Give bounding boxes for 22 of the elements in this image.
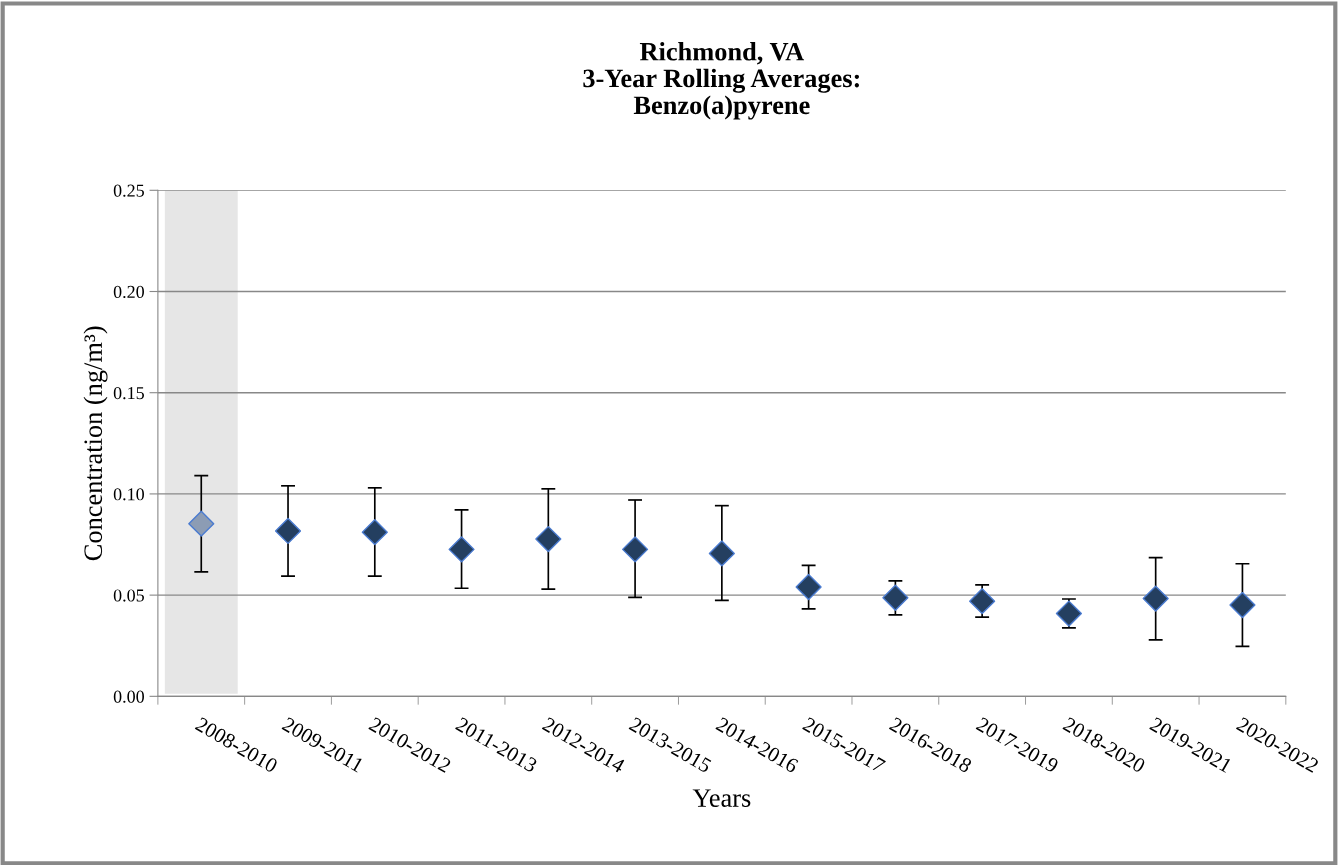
y-tick-label: 0.10 <box>113 488 144 501</box>
point <box>1229 591 1256 619</box>
point <box>1055 600 1083 627</box>
point <box>795 573 822 601</box>
y-tick-label: 0.20 <box>113 285 144 299</box>
point <box>882 584 909 611</box>
point <box>361 519 388 546</box>
y-tick-label: 0.25 <box>113 184 144 197</box>
y-axis-title: Concentration (ng/m³) <box>83 326 108 561</box>
chart-title: Richmond, VA 3-Year Rolling Averages: Benzo(a)pyrene <box>583 42 859 120</box>
y-tick-label: 0.05 <box>113 589 144 602</box>
point <box>708 540 735 567</box>
point <box>1142 585 1169 612</box>
point <box>535 525 562 553</box>
y-tick-label: 0.15 <box>113 386 144 400</box>
point <box>621 536 649 563</box>
y-tick-label: 0.00 <box>113 690 144 703</box>
point <box>274 517 302 545</box>
point <box>448 536 475 563</box>
point <box>188 510 215 537</box>
point <box>969 588 996 615</box>
x-axis-title: Years <box>692 789 751 807</box>
